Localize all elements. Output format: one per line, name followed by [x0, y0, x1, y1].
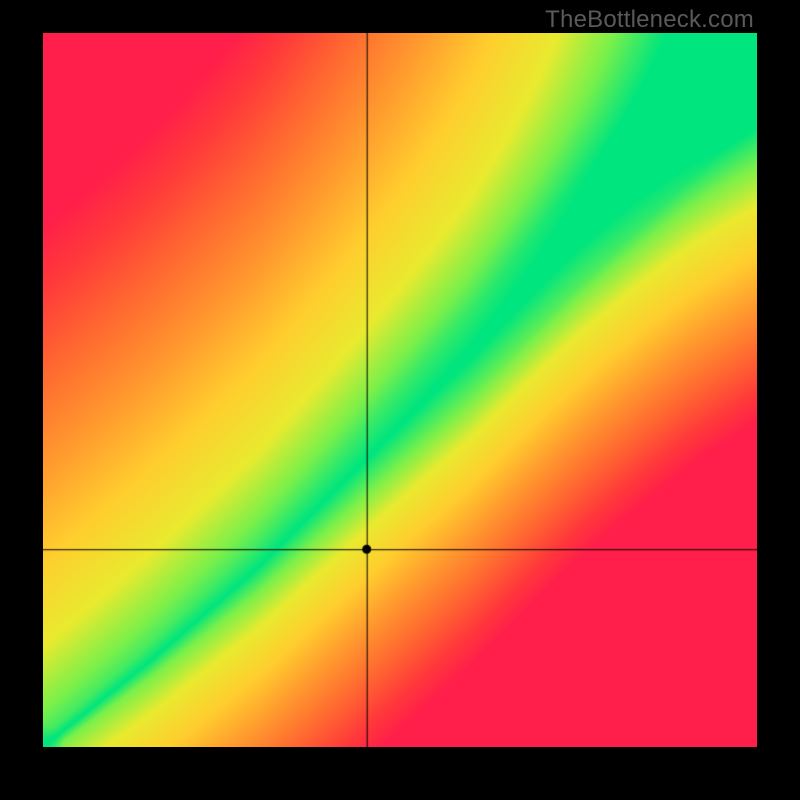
- plot-frame: [43, 33, 757, 747]
- bottleneck-heatmap: [43, 33, 757, 747]
- watermark-text: TheBottleneck.com: [545, 6, 754, 34]
